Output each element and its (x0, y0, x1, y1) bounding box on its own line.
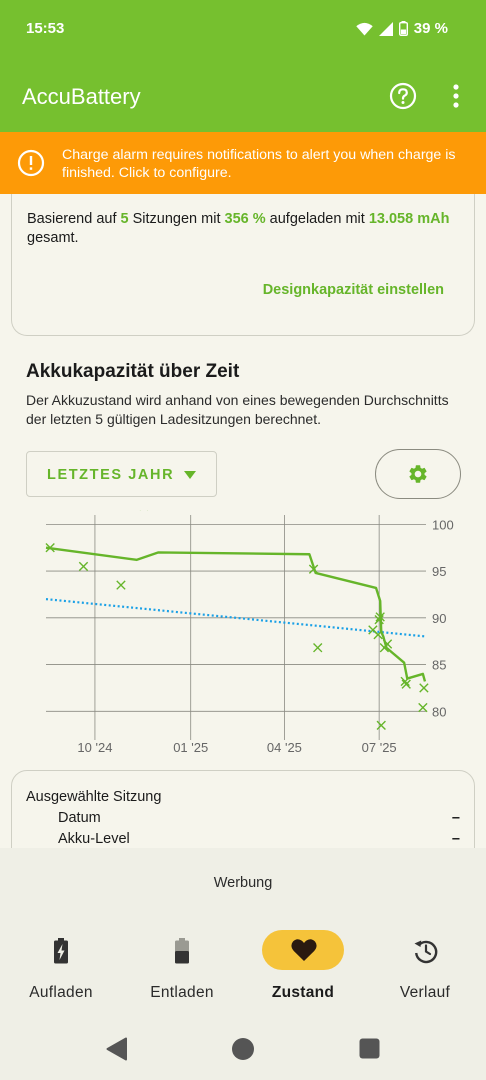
session-marker (78, 561, 89, 572)
section-title: Akkukapazität über Zeit (26, 361, 240, 382)
session-marker (313, 643, 323, 653)
session-marker (376, 720, 386, 731)
back-triangle-icon[interactable] (106, 1037, 128, 1061)
session-marker (400, 676, 410, 687)
charged-percent: 356 % (224, 211, 266, 227)
session-marker (382, 639, 393, 649)
section-description: Der Akkuzustand wird anhand von eines be… (26, 392, 449, 427)
app-title: AccuBattery (22, 84, 141, 109)
nav-health-icon-wrap (262, 930, 344, 970)
session-marker (418, 702, 428, 713)
summary-mid1: Sitzungen mit (128, 211, 225, 227)
recents-square-icon[interactable] (359, 1038, 380, 1059)
session-marker (419, 683, 429, 693)
battery-level-value: – (451, 831, 460, 847)
battery-half-icon (175, 938, 189, 964)
capacity-chart[interactable]: 80 85 90 95 100 10 '24 01 '25 04 '25 07 '25 (26, 510, 466, 760)
nav-charge-label: Aufladen (29, 984, 93, 1001)
more-vert-icon[interactable] (449, 84, 463, 108)
battery-charging-icon (54, 938, 68, 964)
date-label: Datum (58, 810, 101, 826)
wifi-icon (356, 22, 373, 35)
battery-level-label: Akku-Level (58, 831, 130, 847)
summary-mid2: aufgeladen mit (265, 211, 369, 227)
sessions-summary: Basierend auf 5 Sitzungen mit 356 % aufg… (27, 210, 457, 248)
app-bar: AccuBattery (0, 62, 486, 132)
nav-history[interactable]: Verlauf (364, 928, 486, 1008)
capacity-line (45, 546, 427, 682)
period-label: LETZTES JAHR (47, 467, 175, 483)
status-icons: 39 % (356, 20, 448, 37)
session-marker (45, 543, 55, 553)
nav-discharge-label: Entladen (150, 984, 214, 1001)
x-tick-label: 10 '24 (77, 740, 112, 755)
alarm-message: Charge alarm requires notifications to a… (62, 147, 456, 181)
nav-discharge[interactable]: Entladen (121, 928, 243, 1008)
total-mah: 13.058 mAh (368, 211, 450, 227)
ad-label: Werbung (213, 875, 273, 891)
x-tick-label: 04 '25 (267, 740, 302, 755)
date-value: – (451, 810, 460, 826)
nav-health-label: Zustand (271, 984, 335, 1001)
nav-charge-icon-wrap (20, 930, 102, 970)
summary-prefix: Basierend auf (27, 211, 121, 227)
y-tick-label: 100 (432, 517, 454, 532)
home-circle-icon[interactable] (231, 1037, 255, 1061)
y-tick-label: 85 (432, 658, 446, 673)
session-marker (401, 679, 411, 689)
health-summary-card: Basierend auf 5 Sitzungen mit 356 % aufg… (11, 194, 475, 336)
nav-health[interactable]: Zustand (242, 928, 364, 1008)
gear-icon (409, 465, 427, 483)
nav-history-icon-wrap (384, 930, 466, 970)
session-count: 5 (120, 211, 129, 227)
charge-alarm-banner[interactable]: Charge alarm requires notifications to a… (0, 132, 486, 194)
summary-suffix: gesamt. (27, 230, 79, 246)
x-tick-label: 07 '25 (362, 740, 397, 755)
alert-circle-icon (17, 149, 45, 177)
help-circle-icon[interactable] (389, 82, 417, 110)
session-marker (373, 629, 383, 640)
signal-icon (378, 21, 393, 36)
y-tick-label: 90 (432, 611, 446, 626)
status-bar: 15:53 39 % (0, 0, 486, 62)
battery-icon (398, 21, 408, 36)
session-marker (374, 615, 384, 625)
nav-history-label: Verlauf (399, 984, 451, 1001)
nav-discharge-icon-wrap (141, 930, 223, 970)
session-marker (375, 612, 385, 622)
period-dropdown[interactable]: LETZTES JAHR (26, 451, 217, 497)
y-tick-label: 95 (432, 564, 446, 579)
chart-settings-button[interactable] (375, 449, 461, 499)
selected-session-title: Ausgewählte Sitzung (26, 789, 162, 805)
battery-percent: 39 % (413, 20, 448, 37)
y-tick-label: 80 (432, 704, 446, 719)
design-capacity-link[interactable]: Designkapazität einstellen (262, 282, 444, 298)
session-marker (116, 580, 126, 590)
nav-charge[interactable]: Aufladen (0, 928, 122, 1008)
trend-line (45, 598, 427, 638)
session-marker (308, 564, 319, 574)
chevron-down-icon (184, 471, 196, 479)
heart-icon (291, 939, 317, 961)
history-icon (414, 940, 438, 964)
x-tick-label: 01 '25 (173, 740, 208, 755)
status-time: 15:53 (26, 20, 65, 37)
